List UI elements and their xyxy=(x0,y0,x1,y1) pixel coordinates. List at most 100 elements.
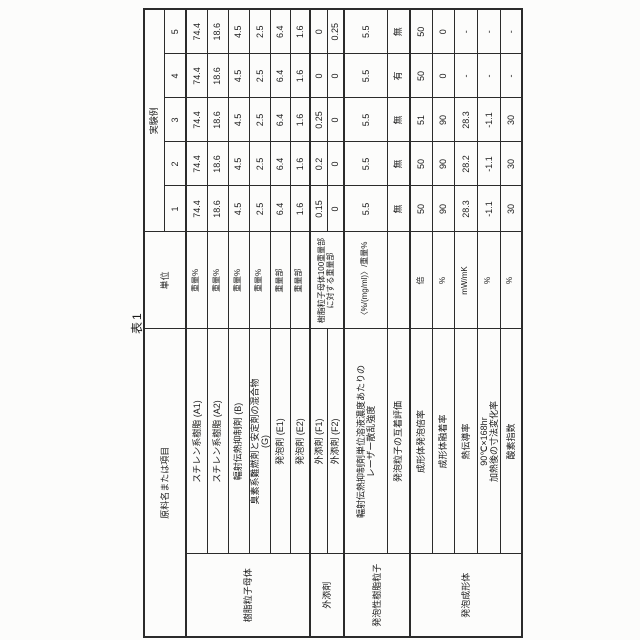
row-label: 熱伝導率 xyxy=(454,328,478,554)
row-label: 輻射伝熱抑制剤 (B) xyxy=(228,328,249,554)
table-row: 酸素指数 % 30 30 30 - - xyxy=(500,8,523,637)
table-row: 90℃×168hr 加熱後の寸法変化率 % -1.1 -1.1 -1.1 - - xyxy=(477,8,501,637)
value-cell: 5.5 xyxy=(344,8,388,54)
row-label: スチレン系樹脂 (A2) xyxy=(207,328,228,554)
value-cell: -1.1 xyxy=(477,185,501,232)
value-cell: 有 xyxy=(387,53,411,98)
value-cell: 50 xyxy=(410,53,433,98)
value-cell: 0 xyxy=(310,8,328,54)
value-cell: 2.5 xyxy=(249,8,271,54)
value-cell: 5.5 xyxy=(344,185,388,232)
header-exp-3: 3 xyxy=(164,97,186,142)
value-cell: 0 xyxy=(310,53,328,98)
row-label: 輻射伝熱抑制剤単位溶液濃度あたりの レーザー散乱強度 xyxy=(344,328,388,554)
value-cell: - xyxy=(477,8,501,54)
value-cell: 2.5 xyxy=(249,97,271,142)
unit-cell: 重量% xyxy=(186,231,207,329)
value-cell: 4.5 xyxy=(228,97,249,142)
header-row-1: 原料名または項目 単位 実験例 xyxy=(144,8,186,637)
value-cell: 0 xyxy=(327,53,345,98)
table-row: 発泡成形体 成形体発泡倍率 倍 50 50 51 50 50 xyxy=(410,8,523,637)
value-cell: 6.4 xyxy=(270,97,291,142)
row-label: 発泡剤 (E2) xyxy=(290,328,311,554)
value-cell: 6.4 xyxy=(270,185,291,232)
value-cell: 50 xyxy=(410,8,433,54)
value-cell: - xyxy=(500,53,523,98)
value-cell: 30 xyxy=(500,97,523,142)
table-row: 樹脂粒子母体 スチレン系樹脂 (A1) 重量% 74.4 74.4 74.4 7… xyxy=(186,8,311,637)
value-cell: 無 xyxy=(387,185,411,232)
value-cell: 0.2 xyxy=(310,141,328,186)
value-cell: 28.3 xyxy=(454,97,478,142)
value-cell: 5.5 xyxy=(344,53,388,98)
table-row: 発泡性樹脂粒子 輻射伝熱抑制剤単位溶液濃度あたりの レーザー散乱強度 〈%/(m… xyxy=(344,8,411,637)
value-cell: 28.2 xyxy=(454,141,478,186)
table-row: スチレン系樹脂 (A2) 重量% 18.6 18.6 18.6 18.6 18.… xyxy=(207,8,228,637)
row-label: スチレン系樹脂 (A1) xyxy=(186,328,207,554)
value-cell: 4.5 xyxy=(228,8,249,54)
value-cell: 18.6 xyxy=(207,97,228,142)
value-cell: 50 xyxy=(410,185,433,232)
header-exp-5: 5 xyxy=(164,8,186,54)
value-cell: - xyxy=(477,53,501,98)
value-cell: 1.6 xyxy=(290,185,311,232)
value-cell: 0.25 xyxy=(327,8,345,54)
value-cell: 0 xyxy=(432,8,455,54)
row-label: 臭素系難燃剤と安定剤の混合物 (G) xyxy=(249,328,271,554)
value-cell: 90 xyxy=(432,185,455,232)
header-experiment-group: 実験例 xyxy=(144,8,164,232)
value-cell: 1.6 xyxy=(290,97,311,142)
value-cell: 2.5 xyxy=(249,141,271,186)
header-exp-1: 1 xyxy=(164,185,186,232)
header-exp-2: 2 xyxy=(164,141,186,186)
value-cell: 0 xyxy=(327,185,345,232)
value-cell: 30 xyxy=(500,185,523,232)
unit-cell: % xyxy=(477,231,501,329)
unit-cell: % xyxy=(500,231,523,329)
value-cell: 5.5 xyxy=(344,97,388,142)
row-label: 成形体融着率 xyxy=(432,328,455,554)
unit-cell xyxy=(387,231,411,329)
group-label-external-additive: 外添剤 xyxy=(310,554,345,637)
value-cell: 無 xyxy=(387,97,411,142)
unit-cell: 重量% xyxy=(207,231,228,329)
unit-cell: mW/mK xyxy=(454,231,478,329)
value-cell: 30 xyxy=(500,141,523,186)
table-row: 輻射伝熱抑制剤 (B) 重量% 4.5 4.5 4.5 4.5 4.5 xyxy=(228,8,249,637)
table-row: 臭素系難燃剤と安定剤の混合物 (G) 重量% 2.5 2.5 2.5 2.5 2… xyxy=(249,8,271,637)
value-cell: - xyxy=(454,53,478,98)
value-cell: 1.6 xyxy=(290,53,311,98)
row-label: 成形体発泡倍率 xyxy=(410,328,433,554)
value-cell: 1.6 xyxy=(290,141,311,186)
unit-cell: 重量部 xyxy=(270,231,291,329)
unit-cell: 重量部 xyxy=(290,231,311,329)
value-cell: -1.1 xyxy=(477,97,501,142)
value-cell: 0.25 xyxy=(310,97,328,142)
value-cell: 90 xyxy=(432,97,455,142)
value-cell: 4.5 xyxy=(228,53,249,98)
value-cell: 18.6 xyxy=(207,53,228,98)
value-cell: 18.6 xyxy=(207,8,228,54)
value-cell: 50 xyxy=(410,141,433,186)
table-row: 熱伝導率 mW/mK 28.3 28.2 28.3 - - xyxy=(454,8,478,637)
table-row: 発泡剤 (E1) 重量部 6.4 6.4 6.4 6.4 6.4 xyxy=(270,8,291,637)
row-label: 90℃×168hr 加熱後の寸法変化率 xyxy=(477,328,501,554)
value-cell: 74.4 xyxy=(186,185,207,232)
value-cell: 2.5 xyxy=(249,185,271,232)
experiment-table: 原料名または項目 単位 実験例 1 2 3 4 5 樹脂粒子母体 スチレン系樹脂… xyxy=(143,7,524,638)
value-cell: 4.5 xyxy=(228,185,249,232)
value-cell: 6.4 xyxy=(270,141,291,186)
value-cell: 6.4 xyxy=(270,53,291,98)
unit-cell: 重量% xyxy=(249,231,271,329)
row-label: 酸素指数 xyxy=(500,328,523,554)
table-row: 発泡剤 (E2) 重量部 1.6 1.6 1.6 1.6 1.6 xyxy=(290,8,311,637)
value-cell: 74.4 xyxy=(186,141,207,186)
value-cell: 6.4 xyxy=(270,8,291,54)
value-cell: 28.3 xyxy=(454,185,478,232)
value-cell: 1.6 xyxy=(290,8,311,54)
value-cell: 90 xyxy=(432,141,455,186)
value-cell: 0.15 xyxy=(310,185,328,232)
row-label: 外添剤 (F1) xyxy=(310,328,328,554)
